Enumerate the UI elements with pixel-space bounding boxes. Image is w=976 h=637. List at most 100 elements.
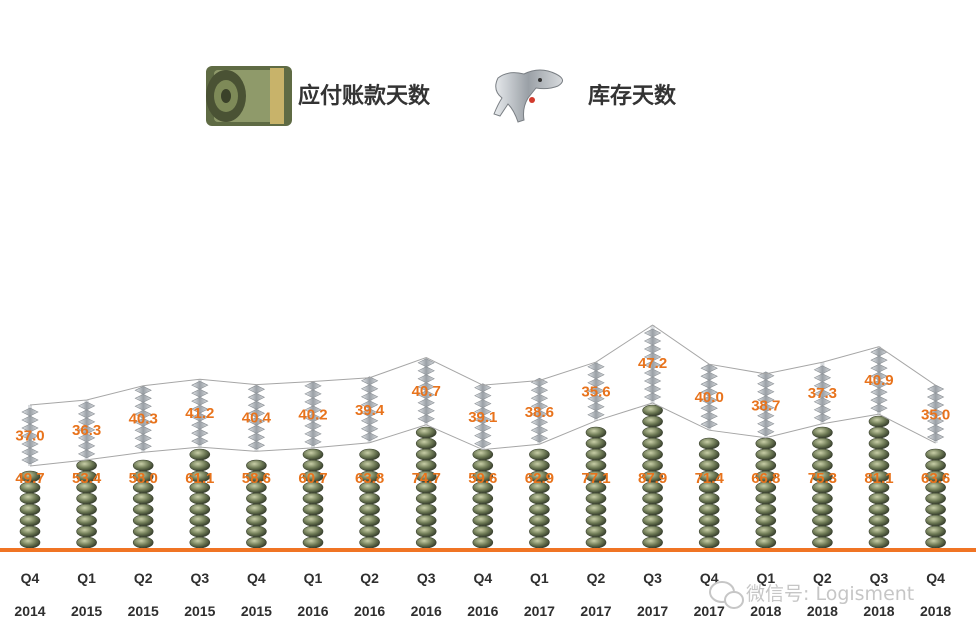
bar-inventory <box>926 384 945 444</box>
bar-inventory <box>191 379 209 448</box>
bar-payables <box>359 448 380 549</box>
x-tick-year: 2016 <box>411 603 442 619</box>
x-tick-quarter: Q2 <box>360 570 379 586</box>
data-label-inventory: 40.3 <box>129 411 158 428</box>
bar-payables <box>76 459 97 549</box>
data-label-inventory: 35.0 <box>921 406 950 423</box>
legend-label-inventory: 库存天数 <box>588 83 677 109</box>
bar-inventory <box>304 381 322 448</box>
watermark-text: 微信号: Logisment <box>746 583 914 605</box>
data-label-payables: 49.7 <box>15 470 44 487</box>
bar-payables <box>925 448 946 549</box>
data-label-inventory: 47.2 <box>638 355 667 372</box>
x-tick-quarter: Q1 <box>304 570 323 586</box>
data-label-payables: 71.4 <box>695 470 725 487</box>
bar-inventory <box>757 371 775 438</box>
x-tick-year: 2017 <box>580 603 611 619</box>
bar-payables <box>472 448 494 549</box>
data-label-inventory: 35.6 <box>581 383 610 400</box>
baseline <box>0 548 976 552</box>
bar-inventory <box>134 385 152 453</box>
bar-payables <box>755 437 777 549</box>
bar-inventory <box>530 377 549 445</box>
x-tick-quarter: Q2 <box>134 570 153 586</box>
bar-inventory <box>813 362 832 424</box>
bar-inventory <box>77 399 96 460</box>
x-tick-year: 2016 <box>354 603 385 619</box>
data-label-inventory: 36.3 <box>72 422 101 439</box>
watermark: 微信号: Logisment <box>709 581 914 609</box>
x-tick-quarter: Q1 <box>77 570 96 586</box>
x-tick-year: 2018 <box>750 603 781 619</box>
bar-payables <box>19 470 41 549</box>
bar-payables <box>189 448 211 549</box>
bar-payables <box>698 437 720 549</box>
data-label-inventory: 40.4 <box>242 410 272 427</box>
data-label-inventory: 38.7 <box>751 398 780 415</box>
data-label-inventory: 40.9 <box>864 372 893 389</box>
bar-inventory <box>247 384 266 452</box>
legend-item-inventory: 库存天数 <box>493 69 677 123</box>
x-axis-ticks: Q4 2014 Q1 2015 Q2 2015 Q3 2015 Q4 2015 Q1 2016 Q2 20… <box>14 570 951 619</box>
x-tick-quarter: Q3 <box>643 570 662 586</box>
x-tick-year: 2016 <box>467 603 498 619</box>
data-label-inventory: 38.6 <box>525 404 554 421</box>
bar-payables <box>302 448 324 549</box>
x-tick-year: 2018 <box>863 603 894 619</box>
x-tick-year: 2017 <box>524 603 555 619</box>
bar-payables <box>132 459 154 549</box>
data-label-payables: 59.6 <box>468 470 497 487</box>
x-tick-year: 2016 <box>297 603 328 619</box>
bar-payables <box>246 459 267 549</box>
x-tick-year: 2015 <box>184 603 215 619</box>
wechat-icon <box>709 581 744 609</box>
connector-lines <box>29 324 936 467</box>
data-labels-layer: 49.7 37.0 53.4 36.3 58.0 40.3 61.1 41.2 58.6 40.4… <box>15 355 950 487</box>
bar-payables <box>529 448 550 549</box>
x-tick-quarter: Q1 <box>530 570 549 586</box>
x-tick-year: 2015 <box>241 603 272 619</box>
x-tick-quarter: Q3 <box>870 570 889 586</box>
data-label-payables: 77.1 <box>581 470 610 487</box>
x-tick-year: 2015 <box>71 603 102 619</box>
data-label-payables: 87.9 <box>638 470 667 487</box>
x-tick-quarter: Q4 <box>926 570 945 586</box>
x-tick-year: 2017 <box>694 603 725 619</box>
bar-payables <box>812 426 833 549</box>
data-label-payables: 58.0 <box>129 470 158 487</box>
x-tick-year: 2014 <box>14 603 45 619</box>
bar-inventory <box>700 363 718 431</box>
x-tick-quarter: Q4 <box>473 570 492 586</box>
bar-inventory <box>587 362 605 421</box>
data-label-payables: 63.6 <box>921 470 950 487</box>
x-tick-quarter: Q4 <box>247 570 266 586</box>
legend: 应付账款天数 库存天数 <box>206 66 677 126</box>
bar-inventory <box>474 383 492 450</box>
x-tick-quarter: Q1 <box>756 570 775 586</box>
data-label-payables: 74.7 <box>412 470 441 487</box>
x-tick-quarter: Q3 <box>417 570 436 586</box>
bone-dog-icon <box>493 69 563 123</box>
x-tick-year: 2018 <box>807 603 838 619</box>
x-tick-year: 2015 <box>128 603 159 619</box>
bars-layer <box>19 325 946 549</box>
connector-line-payables <box>29 402 936 467</box>
bar-payables <box>868 415 890 549</box>
connector-line-total <box>29 324 936 406</box>
x-tick-year: 2017 <box>637 603 668 619</box>
data-label-payables: 75.3 <box>808 470 837 487</box>
bar-payables <box>642 404 663 549</box>
bar-inventory <box>21 404 39 466</box>
bar-inventory <box>643 325 662 403</box>
x-tick-quarter: Q3 <box>190 570 209 586</box>
data-label-inventory: 40.2 <box>298 406 327 423</box>
data-label-payables: 58.6 <box>242 470 271 487</box>
data-label-inventory: 37.0 <box>15 427 44 444</box>
data-label-payables: 62.9 <box>525 470 554 487</box>
data-label-payables: 81.1 <box>864 470 893 487</box>
bar-payables <box>585 426 607 549</box>
data-label-payables: 60.7 <box>298 470 327 487</box>
data-label-inventory: 40.0 <box>695 389 724 406</box>
